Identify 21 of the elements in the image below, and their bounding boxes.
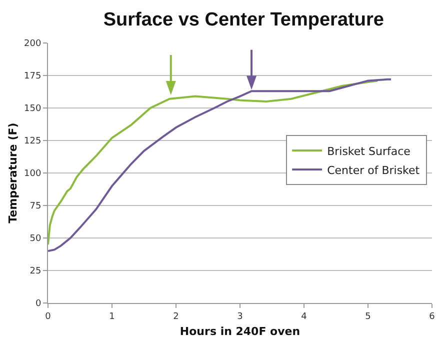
y-axis-title: Temperature (F) (6, 122, 20, 224)
y-tick-label: 75 (30, 202, 42, 212)
y-tick-label: 200 (24, 39, 42, 50)
x-tick-label: 2 (173, 312, 179, 322)
x-axis-title: Hours in 240F oven (180, 325, 300, 338)
legend-label: Brisket Surface (327, 144, 411, 158)
x-tick-label: 5 (365, 312, 371, 322)
y-tick-label: 25 (30, 266, 42, 277)
x-tick-label: 0 (45, 312, 52, 322)
x-tick-label: 3 (237, 312, 243, 322)
y-tick-label: 150 (24, 104, 42, 114)
y-tick-label: 50 (30, 234, 42, 244)
x-tick-label: 6 (429, 312, 436, 322)
y-tick-label: 0 (35, 299, 42, 310)
x-tick-label: 4 (301, 312, 308, 322)
y-tick-label: 125 (24, 136, 42, 147)
y-tick-label: 100 (24, 169, 42, 180)
y-tick-label: 175 (24, 72, 42, 82)
chart-title: Surface vs Center Temperature (103, 9, 384, 30)
x-tick-label: 1 (109, 312, 115, 322)
legend-label: Center of Brisket (327, 164, 420, 177)
